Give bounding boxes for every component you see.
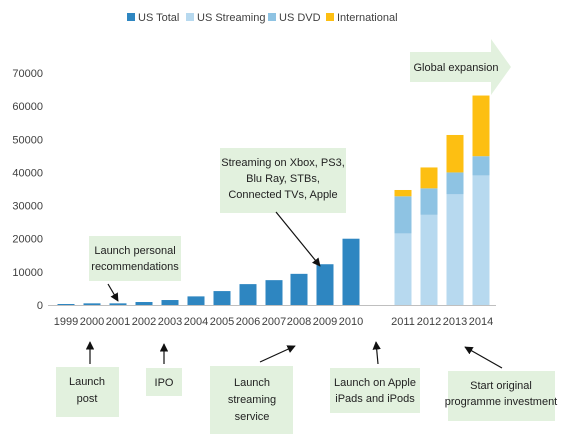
annotation-text: programme investment	[445, 396, 558, 408]
x-tick-label: 2000	[80, 316, 104, 328]
y-tick-label: 10000	[12, 267, 43, 279]
x-tick-label: 2011	[391, 316, 415, 328]
annotation-box-5	[210, 366, 293, 434]
legend-label-1: US Streaming	[197, 12, 265, 24]
bar-international-2011	[394, 189, 412, 197]
x-tick-label: 1999	[54, 316, 78, 328]
annotation-text: streaming	[228, 394, 276, 406]
annotation-box-3	[56, 367, 119, 417]
legend: US Total US Streaming US DVD International	[127, 12, 398, 24]
legend-swatch-3	[326, 13, 334, 21]
bar-us-total-2005	[213, 291, 231, 305]
x-tick-label: 2006	[236, 316, 260, 328]
annotation-text: Launch personal	[94, 245, 175, 257]
bar-international-2012	[420, 167, 438, 189]
bar-us-dvd-2012	[420, 188, 438, 215]
annotation-text: Blu Ray, STBs,	[246, 173, 320, 185]
annotation-box-7	[448, 371, 555, 421]
x-tick-label: 2014	[469, 316, 493, 328]
annotations: Global expansion Launch personal recommend…	[56, 39, 557, 434]
x-tick-label: 2013	[443, 316, 467, 328]
annotation-global-expansion: Global expansion	[413, 62, 498, 74]
bar-us-dvd-2013	[446, 172, 464, 195]
bar-us-total-2006	[239, 284, 257, 305]
annotation-arrow	[259, 345, 296, 363]
annotation-text: Launch	[234, 377, 270, 389]
y-tick-label: 40000	[12, 167, 43, 179]
bar-us-total-2002	[135, 302, 153, 305]
y-tick-label: 60000	[12, 101, 43, 113]
bar-us-total-2001	[109, 303, 127, 305]
legend-label-3: International	[337, 12, 398, 24]
annotation-box-6	[330, 368, 420, 413]
bar-us-total-2000	[83, 303, 101, 305]
bar-us-streaming-2014	[472, 175, 490, 305]
bar-us-total-2009	[316, 264, 334, 305]
y-tick-label: 0	[37, 300, 43, 312]
x-tick-label: 2004	[184, 316, 208, 328]
y-tick-label: 20000	[12, 234, 43, 246]
x-tick-label: 2010	[339, 316, 363, 328]
x-tick-label: 2003	[158, 316, 182, 328]
legend-swatch-1	[186, 13, 194, 21]
bar-us-total-2007	[265, 280, 283, 305]
x-tick-label: 2002	[132, 316, 156, 328]
legend-label-2: US DVD	[279, 12, 321, 24]
x-tick-label: 2007	[262, 316, 286, 328]
bar-us-dvd-2011	[394, 196, 412, 234]
annotation-box-4	[146, 368, 182, 396]
y-tick-label: 30000	[12, 201, 43, 213]
bar-us-total-2003	[161, 300, 179, 305]
x-tick-label: 2009	[313, 316, 337, 328]
annotation-text: recommendations	[91, 261, 179, 273]
x-tick-label: 2001	[106, 316, 130, 328]
annotation-text: Streaming on Xbox, PS3,	[221, 157, 345, 169]
bars	[57, 95, 490, 305]
y-tick-label: 50000	[12, 134, 43, 146]
bar-international-2014	[472, 95, 490, 157]
annotation-text: Launch on Apple	[334, 377, 416, 389]
bar-us-total-2010	[342, 238, 360, 305]
annotation-text: post	[77, 393, 98, 405]
annotation-text: service	[235, 411, 270, 423]
annotation-box-0	[89, 236, 181, 281]
annotation-arrow	[464, 346, 503, 369]
annotation-text: Start original	[470, 380, 532, 392]
global-expansion-arrow	[410, 39, 511, 95]
bar-us-dvd-2014	[472, 156, 490, 176]
y-axis: 0 10000 20000 30000 40000 50000 60000 70000	[12, 68, 43, 312]
annotation-arrow	[275, 211, 321, 267]
annotation-text: Launch	[69, 376, 105, 388]
annotation-text: IPO	[155, 377, 174, 389]
bar-international-2013	[446, 134, 464, 173]
annotation-text: Connected TVs, Apple	[228, 189, 337, 201]
bar-us-total-2008	[290, 273, 308, 305]
y-tick-label: 70000	[12, 68, 43, 80]
x-tick-label: 2012	[417, 316, 441, 328]
bar-us-streaming-2013	[446, 194, 464, 305]
legend-label-0: US Total	[138, 12, 179, 24]
legend-swatch-0	[127, 13, 135, 21]
annotation-arrow	[107, 283, 119, 302]
annotation-box-1	[220, 148, 346, 213]
annotation-arrow	[372, 341, 381, 365]
bar-us-streaming-2011	[394, 233, 412, 305]
x-axis: 1999 2000 2001 2002 2003 2004 2005 2006 2007 2008…	[48, 305, 496, 328]
x-tick-label: 2005	[210, 316, 234, 328]
legend-swatch-2	[268, 13, 276, 21]
bar-us-total-2004	[187, 296, 205, 305]
bar-us-total-1999	[57, 304, 75, 305]
bar-us-streaming-2012	[420, 214, 438, 305]
annotation-text: iPads and iPods	[335, 393, 415, 405]
x-tick-label: 2008	[287, 316, 311, 328]
